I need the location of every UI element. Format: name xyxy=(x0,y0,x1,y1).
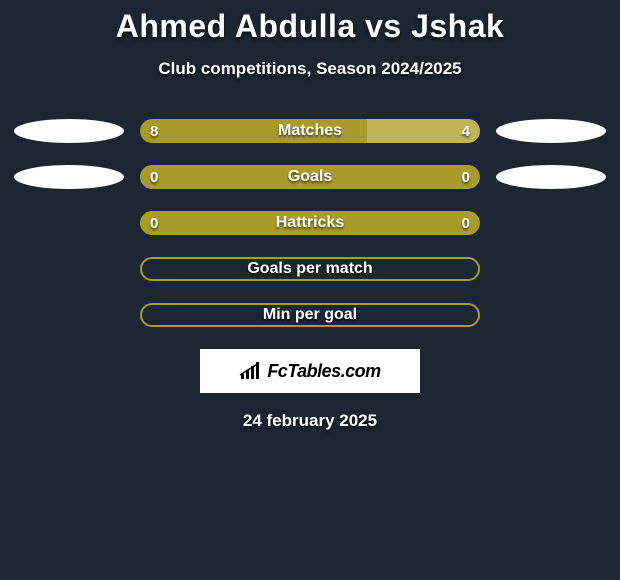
stat-bar: Matches8 4 xyxy=(140,119,480,143)
subtitle: Club competitions, Season 2024/2025 xyxy=(0,59,620,79)
stat-rows: Matches84Goals00Hattricks00Goals per mat… xyxy=(0,119,620,327)
stat-bar: Hattricks0 0 xyxy=(140,211,480,235)
stat-bar: Min per goal xyxy=(140,303,480,327)
stat-value-left: 0 xyxy=(150,165,158,189)
spacer xyxy=(496,303,606,327)
stat-row: Min per goal xyxy=(0,303,620,327)
player-marker-right xyxy=(496,165,606,189)
logo-text: FcTables.com xyxy=(267,361,380,382)
stat-row: Matches8 4 xyxy=(0,119,620,143)
spacer xyxy=(14,303,124,327)
stat-row: Hattricks0 0 xyxy=(0,211,620,235)
spacer xyxy=(14,257,124,281)
stat-label: Goals per match xyxy=(142,259,478,279)
spacer xyxy=(14,211,124,235)
stat-value-left: 8 xyxy=(150,119,158,143)
stat-row: Goals0 0 xyxy=(0,165,620,189)
bar-chart-icon xyxy=(239,362,263,380)
stat-label: Min per goal xyxy=(142,305,478,325)
stat-value-right: 0 xyxy=(462,211,470,235)
spacer xyxy=(496,257,606,281)
stat-label: Goals xyxy=(140,165,480,189)
stat-bar: Goals0 0 xyxy=(140,165,480,189)
stat-row: Goals per match xyxy=(0,257,620,281)
stat-bar: Goals per match xyxy=(140,257,480,281)
spacer xyxy=(496,211,606,235)
player-marker-left xyxy=(14,165,124,189)
logo-box: FcTables.com xyxy=(200,349,420,393)
stat-value-right: 0 xyxy=(462,165,470,189)
stat-label: Matches xyxy=(140,119,480,143)
player-marker-right xyxy=(496,119,606,143)
player-marker-left xyxy=(14,119,124,143)
stat-value-right: 4 xyxy=(462,119,470,143)
stat-label: Hattricks xyxy=(140,211,480,235)
stat-value-left: 0 xyxy=(150,211,158,235)
page-title: Ahmed Abdulla vs Jshak xyxy=(0,8,620,45)
date-label: 24 february 2025 xyxy=(0,411,620,431)
comparison-infographic: Ahmed Abdulla vs Jshak Club competitions… xyxy=(0,0,620,431)
